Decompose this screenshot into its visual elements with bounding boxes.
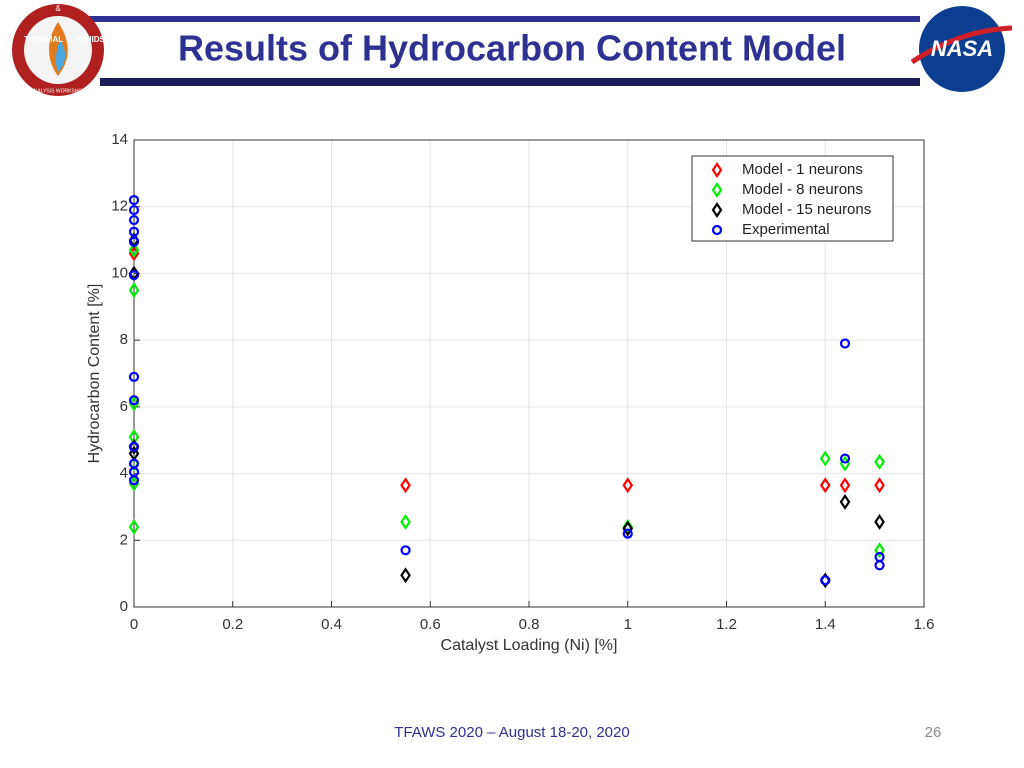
x-tick-label: 0.4 — [321, 616, 342, 633]
left-logo: THERMAL & FLUIDS ANALYSIS WORKSHOP — [12, 4, 106, 96]
legend-label: Model - 1 neurons — [742, 161, 863, 178]
data-point — [128, 475, 140, 486]
y-tick-label: 6 — [120, 398, 128, 415]
data-point — [839, 493, 851, 510]
logo-text: NASA — [931, 36, 993, 61]
data-point — [128, 371, 140, 382]
data-point — [400, 513, 411, 530]
data-point — [128, 226, 140, 237]
right-logo: NASA — [910, 6, 1013, 92]
y-tick-label: 8 — [120, 331, 128, 348]
data-point — [128, 441, 140, 452]
data-point — [128, 236, 140, 247]
legend-box — [691, 155, 894, 242]
x-tick-label: 0.6 — [420, 616, 441, 633]
data-point — [400, 477, 411, 494]
y-tick-label: 0 — [120, 598, 128, 615]
data-point — [819, 450, 831, 467]
y-tick-label: 10 — [111, 264, 128, 281]
x-tick-label: 0.2 — [222, 616, 243, 633]
data-point — [874, 477, 885, 494]
data-point — [874, 542, 885, 559]
legend-marker — [711, 182, 723, 198]
data-point — [622, 520, 634, 537]
data-point — [839, 453, 851, 464]
data-point — [128, 204, 140, 216]
x-tick-label: 1 — [624, 616, 632, 633]
logo-text: ANALYSIS WORKSHOP — [30, 88, 86, 94]
logo-text: & — [55, 4, 61, 13]
data-point — [128, 214, 140, 226]
data-point — [128, 475, 140, 492]
data-point — [819, 477, 831, 494]
data-point — [839, 338, 851, 349]
y-axis-label: Hydrocarbon Content [%] — [86, 284, 103, 464]
data-point — [839, 477, 851, 494]
logo-text: THERMAL — [24, 35, 63, 44]
data-point — [874, 560, 885, 571]
data-point — [622, 477, 634, 494]
logo-swoosh — [910, 25, 1013, 65]
slide-title: Results of Hydrocarbon Content Model — [178, 28, 846, 69]
y-tick-label: 14 — [111, 131, 128, 148]
chart: 0 2 4 6 8 10 12 14 0 0.2 0.4 0.6 0.8 1 1.2 1.4 1.6 Cataly… — [86, 131, 934, 654]
data-point — [128, 395, 140, 406]
data-point — [874, 513, 885, 530]
footer: TFAWS 2020 – August 18-20, 2020 — [394, 724, 629, 741]
data-point — [128, 395, 140, 412]
page-number: 26 — [925, 724, 942, 741]
logo-globe — [919, 6, 1005, 92]
x-tick-label: 1.4 — [815, 616, 836, 633]
header-bar — [100, 78, 920, 86]
logo-text: FLUIDS — [76, 35, 106, 44]
legend-label: Model - 15 neurons — [742, 201, 871, 218]
legend-marker — [711, 162, 723, 178]
data-point — [128, 242, 140, 259]
header-bar — [80, 16, 920, 22]
x-axis-label: Catalyst Loading (Ni) [%] — [441, 637, 618, 654]
legend-label: Experimental — [742, 221, 830, 238]
x-tick-label: 0 — [130, 616, 138, 633]
legend-label: Model - 8 neurons — [742, 181, 863, 198]
data-point — [128, 269, 140, 281]
y-tick-label: 12 — [111, 198, 128, 215]
legend-marker — [711, 202, 723, 218]
data-point — [128, 518, 140, 535]
data-point — [400, 567, 411, 584]
data-point — [400, 545, 411, 556]
data-point — [128, 282, 140, 299]
data-point — [874, 453, 885, 470]
data-point — [622, 528, 633, 539]
logo-drop — [55, 40, 66, 72]
y-tick-label: 2 — [120, 531, 128, 548]
data-point — [128, 194, 140, 206]
y-tick-label: 4 — [120, 465, 128, 482]
x-tick-label: 0.8 — [519, 616, 540, 633]
legend-marker — [711, 224, 723, 236]
x-tick-label: 1.6 — [914, 616, 935, 633]
data-point — [820, 575, 831, 586]
x-tick-label: 1.2 — [716, 616, 737, 633]
